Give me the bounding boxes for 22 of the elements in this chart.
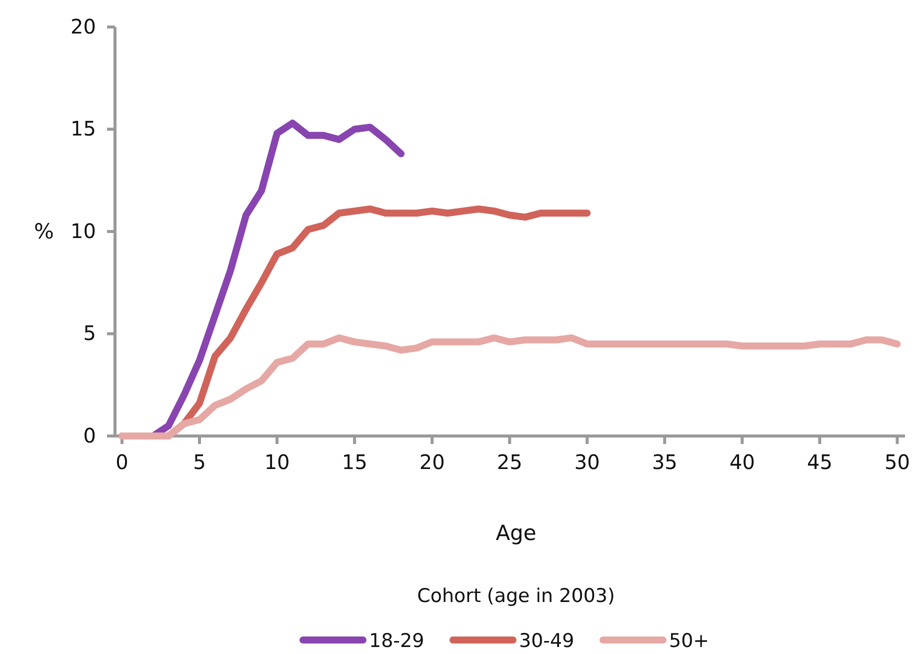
x-tick-label: 20 xyxy=(419,450,445,474)
x-tick-label: 35 xyxy=(652,450,678,474)
legend-label: 18-29 xyxy=(369,630,424,652)
x-tick-label: 5 xyxy=(193,450,206,474)
x-tick-label: 15 xyxy=(342,450,368,474)
legend-label: 30-49 xyxy=(519,630,574,652)
y-tick-label: 5 xyxy=(83,321,96,346)
y-tick-label: 20 xyxy=(70,14,96,38)
y-tick-label: 10 xyxy=(70,218,96,243)
x-tick-label: 50 xyxy=(884,450,910,474)
x-tick-label: 25 xyxy=(496,450,522,474)
x-tick-label: 30 xyxy=(574,450,600,474)
y-axis-title: % xyxy=(34,220,54,244)
y-tick-label: 15 xyxy=(70,116,96,141)
legend-title: Cohort (age in 2003) xyxy=(417,585,615,607)
y-tick-label: 0 xyxy=(83,423,96,448)
x-axis-title: Age xyxy=(496,521,536,545)
x-tick-label: 40 xyxy=(729,450,755,474)
x-tick-label: 45 xyxy=(806,450,832,474)
x-tick-label: 10 xyxy=(264,450,290,474)
x-tick-label: 0 xyxy=(116,450,128,474)
legend-label: 50+ xyxy=(669,630,710,652)
